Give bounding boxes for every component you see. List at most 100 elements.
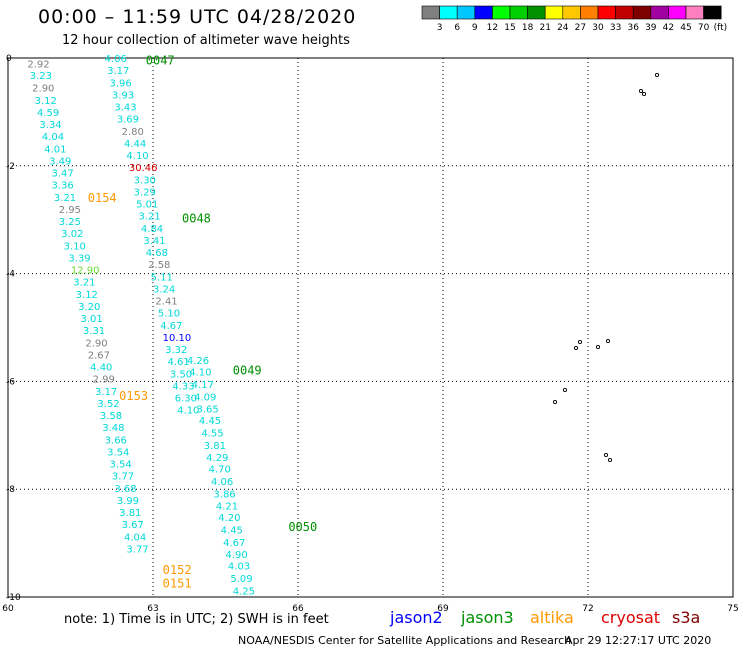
credit-text: NOAA/NESDIS Center for Satellite Applica… xyxy=(238,634,572,647)
plot-frame xyxy=(7,57,734,598)
wave-height-label: 3.17 xyxy=(95,387,117,398)
x-tick-label: 60 xyxy=(2,604,14,614)
wave-height-label: 4.20 xyxy=(218,513,240,524)
wave-height-label: 3.81 xyxy=(204,441,226,452)
colorbar-label: 6 xyxy=(454,23,460,33)
wave-height-label: 3.01 xyxy=(81,314,103,325)
pass-time-label: 0151 xyxy=(163,577,192,591)
wave-height-label: 3.21 xyxy=(73,278,95,289)
wave-height-label: 3.29 xyxy=(134,188,156,199)
satellite-legend-altika: altika xyxy=(530,608,574,627)
wave-height-label: 3.12 xyxy=(35,96,57,107)
wave-height-label: 2.95 xyxy=(59,205,81,216)
wave-height-label: 3.10 xyxy=(64,242,86,253)
timestamp-text: Apr 29 12:27:17 UTC 2020 xyxy=(565,634,712,647)
satellite-legend-jason3: jason3 xyxy=(461,608,514,627)
wave-height-label: 4.33 xyxy=(172,382,194,393)
coastline-island xyxy=(641,91,647,97)
wave-height-label: 5.11 xyxy=(151,272,173,283)
colorbar-swatch xyxy=(492,5,511,20)
wave-height-label: 6.30 xyxy=(175,394,197,405)
colorbar-label: 21 xyxy=(539,23,550,33)
colorbar-label: 24 xyxy=(557,23,569,33)
colorbar-label: 12 xyxy=(487,23,498,33)
colorbar-swatch xyxy=(509,5,528,20)
wave-height-label: 4.10 xyxy=(189,368,211,379)
satellite-legend-cryosat: cryosat xyxy=(601,608,661,627)
wave-height-label: 2.80 xyxy=(122,127,144,138)
wave-height-label: 3.96 xyxy=(110,78,132,89)
wave-height-label: 4.45 xyxy=(221,526,243,537)
colorbar-label: 18 xyxy=(522,23,534,33)
coastline-island xyxy=(573,345,579,351)
wave-height-label: 4.45 xyxy=(199,416,221,427)
colorbar-swatch xyxy=(421,5,440,20)
colorbar-swatch xyxy=(474,5,493,20)
colorbar-label: 45 xyxy=(680,23,691,33)
footer-note: note: 1) Time is in UTC; 2) SWH is in fe… xyxy=(64,612,329,627)
colorbar-swatch xyxy=(632,5,652,20)
colorbar-label: 9 xyxy=(472,23,478,33)
colorbar-swatch xyxy=(456,5,476,20)
colorbar-label: 15 xyxy=(504,23,515,33)
wave-height-label: 4.10 xyxy=(126,151,148,162)
wave-height-label: 4.59 xyxy=(37,108,59,119)
y-tick-label: -6 xyxy=(6,377,15,387)
wave-height-label: 3.21 xyxy=(54,193,76,204)
wave-height-label: 3.39 xyxy=(68,253,90,264)
wave-height-label: 3.86 xyxy=(213,490,235,501)
wave-height-label: 4.29 xyxy=(206,453,228,464)
y-tick-label: -8 xyxy=(6,485,15,495)
wave-height-label: 4.09 xyxy=(194,392,216,403)
wave-height-label: 3.25 xyxy=(59,217,81,228)
wave-height-label: 4.67 xyxy=(160,321,182,332)
colorbar-swatch xyxy=(439,5,458,20)
wave-height-label: 12.90 xyxy=(71,265,100,276)
wave-height-label: 3.34 xyxy=(39,120,61,131)
wave-height-label: 3.24 xyxy=(153,285,175,296)
wave-height-label: 4.04 xyxy=(42,132,64,143)
colorbar-label: 3 xyxy=(437,23,443,33)
pass-time-label: 0050 xyxy=(288,520,317,534)
wave-height-label: 3.49 xyxy=(49,156,71,167)
colorbar-swatch xyxy=(703,5,722,20)
wave-height-label: 3.48 xyxy=(102,423,124,434)
y-tick-label: -10 xyxy=(6,593,21,603)
wave-height-label: 4.68 xyxy=(146,248,168,259)
colorbar-label: 70 xyxy=(698,23,710,33)
wave-height-label: 2.58 xyxy=(148,260,170,271)
y-tick-label: 0 xyxy=(6,54,12,64)
wave-height-label: 3.54 xyxy=(110,459,132,470)
wave-height-label: 3.47 xyxy=(52,168,74,179)
wave-height-label: 3.12 xyxy=(76,290,98,301)
x-tick-label: 66 xyxy=(292,604,304,614)
wave-height-label: 3.81 xyxy=(119,508,141,519)
coastline-island xyxy=(552,399,558,405)
pass-time-label: 0047 xyxy=(146,54,175,68)
wave-height-label: 4.10 xyxy=(177,405,199,416)
wave-height-label: 4.40 xyxy=(90,362,112,373)
wave-height-label: 3.93 xyxy=(112,91,134,102)
coastline-island xyxy=(577,339,583,345)
chart-subtitle: 12 hour collection of altimeter wave hei… xyxy=(62,33,350,48)
wave-height-label: 4.61 xyxy=(168,357,190,368)
wave-height-label: 4.90 xyxy=(226,550,248,561)
wave-height-label: 3.43 xyxy=(114,103,136,114)
wave-height-label: 4.04 xyxy=(124,533,146,544)
y-tick-label: -2 xyxy=(6,162,15,172)
wave-height-label: 4.44 xyxy=(124,139,146,150)
coastline-island xyxy=(603,452,609,458)
colorbar-label: 30 xyxy=(592,23,604,33)
wave-height-label: 3.21 xyxy=(139,211,161,222)
colorbar-swatch xyxy=(650,5,669,20)
wave-height-label: 4.06 xyxy=(105,54,127,65)
colorbar-unit: (ft) xyxy=(714,23,728,33)
colorbar-swatch xyxy=(668,5,687,20)
wave-height-label: 4.55 xyxy=(201,429,223,440)
wave-height-label: 4.21 xyxy=(216,501,238,512)
wave-height-label: 3.30 xyxy=(134,175,156,186)
x-tick-label: 69 xyxy=(437,604,449,614)
wave-height-label: 2.90 xyxy=(85,339,107,350)
wave-height-label: 3.67 xyxy=(122,520,144,531)
